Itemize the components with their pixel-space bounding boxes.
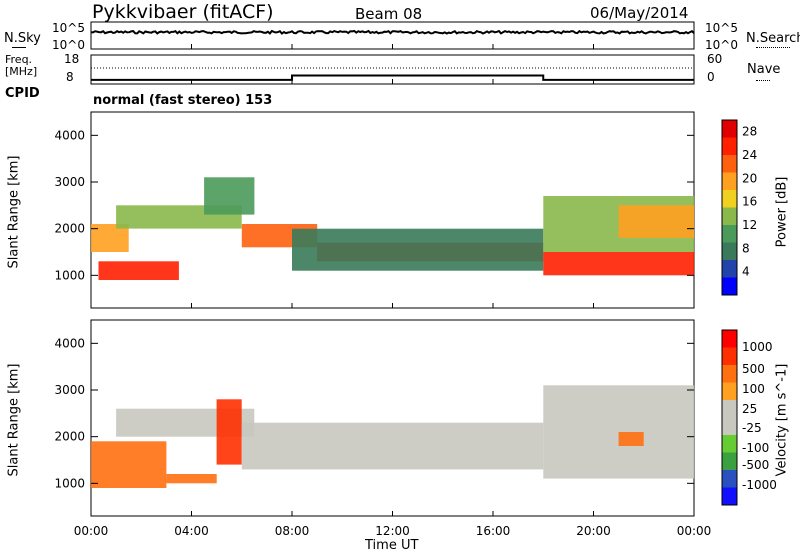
noise-sky-line (90, 29, 695, 35)
velocity-ytick-label: 2000 (54, 430, 85, 444)
velocity-colorbar-tick-label: -100 (742, 441, 769, 455)
noise-right-tick-top: 10^5 (705, 21, 738, 35)
velocity-ytick-label: 4000 (54, 336, 85, 350)
velocity-colorbar-tick-label: -500 (742, 458, 769, 472)
velocity-colorbar-swatch (722, 470, 737, 488)
velocity-ytick-label: 1000 (54, 476, 85, 490)
power-colorbar-tick-label: 16 (742, 195, 757, 209)
freq-left-tick-bottom: 8 (66, 70, 74, 84)
freq-right-tick-top: 60 (707, 52, 723, 66)
x-tick-label: 00:00 (74, 524, 109, 538)
power-colorbar-swatch (722, 242, 737, 261)
freq-line (91, 74, 694, 81)
freq-left-tick-top: 18 (64, 52, 80, 66)
velocity-band (618, 432, 644, 446)
nave-legend-line (756, 80, 770, 81)
power-colorbar-tick-label: 20 (742, 171, 757, 185)
velocity-band (241, 422, 544, 470)
beam-label: Beam 08 (355, 5, 423, 23)
velocity-colorbar-swatch (722, 435, 737, 453)
power-band (543, 252, 695, 276)
velocity-colorbar-swatch (722, 417, 737, 436)
power-colorbar-swatch (722, 190, 737, 208)
velocity-colorbar-swatch (722, 382, 737, 401)
power-colorbar-swatch (722, 137, 737, 156)
x-tick-label: 16:00 (476, 524, 511, 538)
noise-left-tick-top: 10^5 (52, 21, 85, 35)
velocity-colorbar-tick-label: 500 (742, 362, 765, 376)
velocity-colorbar-swatch (722, 365, 737, 383)
noise-search-legend-line (756, 47, 790, 48)
power-band (98, 261, 179, 280)
date-label: 06/May/2014 (590, 4, 689, 22)
power-colorbar: 4 8 12 16 20 24 28 (721, 119, 757, 296)
power-colorbar-swatch (722, 225, 737, 243)
power-colorbar-swatch (722, 260, 737, 278)
nave-label: Nave (747, 62, 781, 77)
velocity-colorbar-tick-label: 1000 (742, 340, 773, 354)
cpid-label: CPID (5, 86, 40, 101)
x-tick-label: 00:00 (677, 524, 712, 538)
velocity-colorbar-tick-label: -1000 (742, 478, 777, 492)
velocity-colorbar-swatch (722, 487, 737, 506)
power-ytick-label: 1000 (54, 268, 85, 282)
radar-title: Pykkvibaer (fitACF) (92, 1, 274, 23)
power-colorbar-tick-label: 8 (742, 241, 750, 255)
x-tick-label: 20:00 (576, 524, 611, 538)
velocity-ytick-label: 3000 (54, 383, 85, 397)
power-colorbar-swatch (722, 120, 737, 138)
power-colorbar-swatch (722, 277, 737, 296)
power-colorbar-swatch (722, 172, 737, 191)
power-colorbar-tick-label: 24 (742, 148, 757, 162)
velocity-band (216, 399, 242, 465)
velocity-band (166, 474, 217, 484)
power-heatmap (91, 177, 695, 280)
x-axis-label: Time UT (365, 538, 419, 553)
velocity-colorbar-tick-label: 100 (742, 382, 765, 396)
velocity-colorbar-swatch (722, 400, 737, 418)
power-colorbar-swatch (722, 155, 737, 173)
velocity-colorbar: 1000 500 100 25 -25 -100 -500 -1000 (721, 329, 777, 506)
freq-label: Freq. (5, 53, 33, 66)
power-colorbar-swatch (722, 207, 737, 226)
noise-right-tick-bottom: 10^0 (705, 38, 738, 52)
velocity-colorbar-tick-label: 25 (742, 402, 757, 416)
power-ytick-label: 4000 (54, 128, 85, 142)
freq-unit-label: [MHz] (5, 65, 38, 78)
power-band (292, 228, 544, 271)
x-tick-label: 08:00 (275, 524, 310, 538)
noise-sky-legend-line (12, 47, 26, 48)
power-colorbar-tick-label: 28 (742, 125, 757, 139)
power-band (204, 177, 255, 215)
velocity-colorbar-swatch (722, 452, 737, 471)
power-colorbar-frame (721, 119, 738, 296)
x-tick-label: 12:00 (375, 524, 410, 538)
velocity-band (91, 441, 167, 488)
power-ytick-label: 2000 (54, 222, 85, 236)
noise-left-tick-bottom: 10^0 (52, 38, 85, 52)
power-ytick-label: 3000 (54, 175, 85, 189)
velocity-colorbar-swatch (722, 347, 737, 366)
power-band (618, 205, 694, 238)
velocity-band (543, 385, 695, 479)
velocity-heatmap (91, 385, 695, 488)
noise-search-label: N.Search (746, 31, 800, 46)
x-tick-label: 04:00 (174, 524, 209, 538)
velocity-colorbar-swatch (722, 330, 737, 348)
cpid-mode: normal (fast stereo) 153 (93, 93, 273, 108)
freq-right-tick-bottom: 0 (707, 70, 715, 84)
noise-sky-label: N.Sky (4, 31, 41, 46)
velocity-colorbar-tick-label: -25 (742, 421, 762, 435)
velocity-colorbar-frame (721, 329, 738, 506)
power-colorbar-tick-label: 12 (742, 218, 757, 232)
power-colorbar-tick-label: 4 (742, 265, 750, 279)
